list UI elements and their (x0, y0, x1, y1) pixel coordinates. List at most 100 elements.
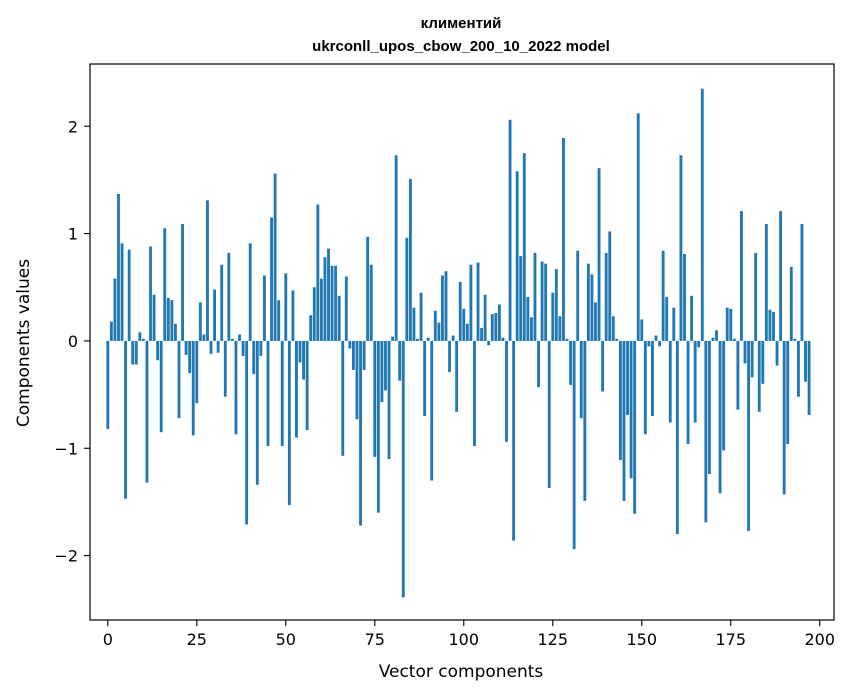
bar (722, 340, 726, 451)
bar (626, 340, 629, 415)
bar (693, 340, 697, 423)
bar (141, 338, 145, 341)
bar (757, 340, 761, 412)
bar (117, 193, 120, 341)
bar (576, 250, 580, 341)
bar (384, 340, 387, 391)
bar (480, 328, 484, 341)
bar (547, 340, 551, 488)
bar (401, 340, 405, 598)
bar (796, 340, 800, 397)
bar (277, 300, 281, 341)
bar (544, 263, 548, 341)
x-tick-label: 150 (626, 630, 657, 649)
bar (302, 340, 306, 380)
bars-group (106, 88, 811, 598)
bar (152, 294, 156, 341)
x-tick-label: 50 (276, 630, 296, 649)
x-tick-label: 125 (538, 630, 569, 649)
bar (800, 223, 804, 341)
bar (779, 211, 783, 341)
bar (327, 248, 330, 341)
x-tick-label: 200 (804, 630, 835, 649)
bar (341, 340, 345, 456)
bar (163, 228, 167, 341)
y-tick-label: 0 (68, 332, 78, 351)
bar (590, 274, 594, 341)
bar (355, 340, 359, 420)
bar (259, 340, 263, 356)
bar (423, 340, 427, 417)
bar (683, 253, 686, 341)
bar (458, 281, 462, 341)
bar (697, 340, 701, 348)
bar (408, 178, 412, 341)
bar (718, 340, 722, 494)
bar (497, 304, 501, 341)
bar (601, 340, 605, 392)
bar (793, 338, 797, 341)
bar (743, 340, 747, 364)
bar (750, 340, 754, 378)
bar (537, 340, 540, 388)
bar (170, 300, 174, 341)
bar (227, 252, 231, 341)
bar (284, 273, 288, 341)
bar (622, 340, 626, 501)
bar (586, 263, 590, 341)
y-axis-label: Components values (14, 259, 34, 427)
bar (658, 340, 661, 347)
bar (319, 278, 323, 341)
bar (419, 292, 423, 341)
bar (807, 340, 811, 415)
bar (786, 340, 790, 444)
bar (166, 297, 170, 341)
bar (238, 334, 241, 341)
bar (437, 322, 441, 341)
bar (611, 316, 615, 341)
bar (519, 256, 523, 341)
bar (526, 296, 530, 341)
bar (761, 340, 765, 384)
bar (594, 302, 597, 341)
bar (344, 276, 348, 341)
bar (191, 340, 195, 436)
bar (565, 338, 569, 341)
x-tick-label: 25 (187, 630, 207, 649)
bar (287, 340, 291, 506)
bar (604, 252, 608, 341)
bar (473, 340, 476, 447)
x-axis-label: Vector components (379, 662, 544, 682)
bar (348, 340, 352, 349)
bar (707, 340, 711, 475)
bar (529, 317, 533, 341)
bar (608, 231, 612, 341)
bar (512, 340, 516, 541)
bar (661, 250, 665, 341)
bar (579, 340, 583, 419)
bar (775, 340, 779, 366)
bar (159, 340, 163, 433)
bar (672, 307, 676, 341)
bar (647, 340, 651, 347)
bar (615, 338, 619, 341)
y-tick-label: −1 (54, 439, 78, 458)
bar (120, 243, 124, 341)
plot-frame (89, 63, 835, 621)
bar (640, 319, 644, 341)
y-axis-ticks: −2 −1 0 1 2 (54, 117, 90, 566)
bar (679, 155, 683, 341)
bar (540, 261, 544, 341)
bar (106, 340, 110, 429)
bar (618, 340, 622, 461)
bar (305, 340, 309, 431)
bar (330, 265, 334, 341)
bar (149, 246, 152, 341)
bar (181, 223, 184, 341)
bar (195, 340, 199, 404)
bar (665, 296, 669, 341)
bar (455, 340, 459, 412)
bar (804, 340, 807, 382)
bar (312, 287, 316, 341)
